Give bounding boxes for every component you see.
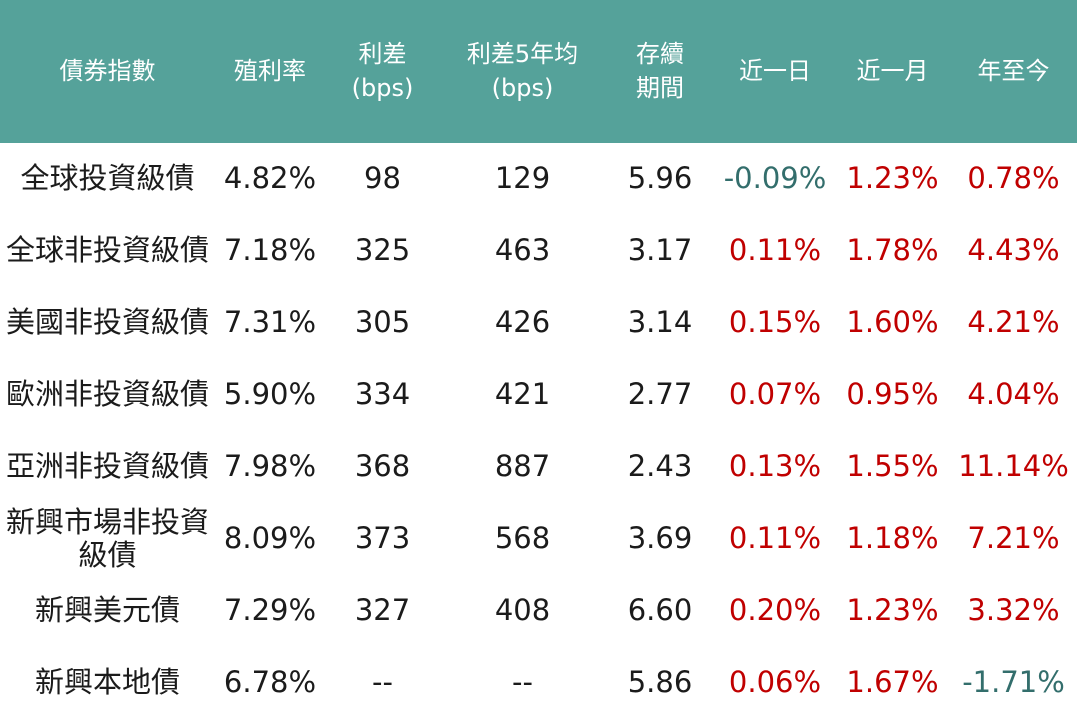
- duration-cell: 3.17: [627, 233, 693, 268]
- ytd-change-cell: 3.32%: [967, 593, 1060, 628]
- yield-cell: 6.78%: [223, 665, 317, 700]
- header-row: 債券指數 殖利率 利差 (bps) 利差5年均 (bps) 存續 期間 近一日: [0, 0, 1077, 143]
- month-change-cell: 1.18%: [846, 521, 939, 556]
- spread-cell: 98: [364, 161, 401, 196]
- bond-index-name: 新興美元債: [34, 593, 180, 628]
- col-header-1day: 近一日: [715, 0, 835, 143]
- duration-cell: 5.96: [627, 161, 693, 196]
- month-change-cell: 1.67%: [846, 665, 939, 700]
- table-body: 全球投資級債 4.82% 98 129 5.96 -0.09% 1.23% 0.…: [0, 143, 1077, 719]
- month-change-cell: 1.78%: [846, 233, 939, 268]
- duration-cell: 5.86: [627, 665, 693, 700]
- day-change-cell: -0.09%: [723, 161, 827, 196]
- spread-5y-cell: 887: [494, 449, 551, 484]
- spread-5y-cell: 408: [494, 593, 551, 628]
- day-change-cell: 0.11%: [728, 233, 822, 268]
- bond-index-name: 新興本地債: [34, 665, 180, 700]
- day-change-cell: 0.07%: [728, 377, 822, 412]
- month-change-cell: 1.23%: [846, 593, 939, 628]
- header-label: 殖利率: [234, 56, 306, 85]
- yield-cell: 7.98%: [223, 449, 317, 484]
- spread-cell: 325: [354, 233, 411, 268]
- day-change-cell: 0.13%: [728, 449, 822, 484]
- table-row: 亞洲非投資級債 7.98% 368 887 2.43 0.13% 1.55% 1…: [0, 431, 1077, 503]
- bond-index-name: 亞洲非投資級債: [5, 449, 209, 484]
- header-label: 利差5年均: [466, 39, 579, 68]
- ytd-change-cell: 4.21%: [967, 305, 1060, 340]
- table-row: 新興市場非投資級債 8.09% 373 568 3.69 0.11% 1.18%…: [0, 503, 1077, 575]
- bond-index-name: 新興市場非投資級債: [5, 504, 209, 572]
- yield-cell: 7.18%: [223, 233, 317, 268]
- col-header-spread-5y-avg: 利差5年均 (bps): [440, 0, 605, 143]
- yield-cell: 5.90%: [223, 377, 317, 412]
- header-sublabel: 期間: [636, 73, 684, 102]
- ytd-change-cell: 0.78%: [967, 161, 1060, 196]
- table-row: 美國非投資級債 7.31% 305 426 3.14 0.15% 1.60% 4…: [0, 287, 1077, 359]
- day-change-cell: 0.15%: [728, 305, 822, 340]
- col-header-bond-index: 債券指數: [0, 0, 215, 143]
- header-sublabel: (bps): [351, 73, 414, 102]
- col-header-duration: 存續 期間: [605, 0, 715, 143]
- month-change-cell: 1.55%: [846, 449, 939, 484]
- header-label: 存續: [636, 39, 684, 68]
- spread-cell: 305: [354, 305, 411, 340]
- duration-cell: 3.69: [627, 521, 693, 556]
- month-change-cell: 0.95%: [846, 377, 939, 412]
- spread-5y-cell: 129: [494, 161, 551, 196]
- ytd-change-cell: 4.04%: [967, 377, 1060, 412]
- header-label: 利差: [358, 39, 407, 68]
- spread-cell: 334: [354, 377, 411, 412]
- col-header-ytd: 年至今: [950, 0, 1077, 143]
- table-header: 債券指數 殖利率 利差 (bps) 利差5年均 (bps) 存續 期間 近一日: [0, 0, 1077, 143]
- spread-cell: 368: [354, 449, 411, 484]
- yield-cell: 8.09%: [223, 521, 317, 556]
- bond-index-name: 美國非投資級債: [5, 305, 209, 340]
- spread-5y-cell: 463: [494, 233, 551, 268]
- spread-5y-cell: 426: [494, 305, 551, 340]
- col-header-yield: 殖利率: [215, 0, 325, 143]
- table-row: 新興本地債 6.78% -- -- 5.86 0.06% 1.67% -1.71…: [0, 647, 1077, 719]
- spread-5y-cell: --: [512, 665, 533, 700]
- yield-cell: 7.31%: [223, 305, 317, 340]
- ytd-change-cell: 11.14%: [958, 449, 1069, 484]
- table-row: 歐洲非投資級債 5.90% 334 421 2.77 0.07% 0.95% 4…: [0, 359, 1077, 431]
- month-change-cell: 1.23%: [846, 161, 939, 196]
- day-change-cell: 0.20%: [728, 593, 822, 628]
- spread-cell: 327: [354, 593, 411, 628]
- header-label: 近一月: [856, 56, 929, 85]
- header-label: 年至今: [977, 56, 1050, 85]
- table-row: 全球投資級債 4.82% 98 129 5.96 -0.09% 1.23% 0.…: [0, 143, 1077, 215]
- yield-cell: 7.29%: [223, 593, 317, 628]
- bond-index-name: 全球投資級債: [20, 161, 195, 196]
- header-label: 債券指數: [59, 56, 156, 85]
- ytd-change-cell: 7.21%: [967, 521, 1060, 556]
- ytd-change-cell: 4.43%: [967, 233, 1060, 268]
- col-header-1month: 近一月: [835, 0, 950, 143]
- bond-index-name: 歐洲非投資級債: [5, 377, 209, 412]
- yield-cell: 4.82%: [223, 161, 317, 196]
- bond-index-name: 全球非投資級債: [5, 233, 209, 268]
- duration-cell: 3.14: [627, 305, 693, 340]
- spread-5y-cell: 568: [494, 521, 551, 556]
- duration-cell: 6.60: [627, 593, 693, 628]
- ytd-change-cell: -1.71%: [962, 665, 1065, 700]
- day-change-cell: 0.06%: [728, 665, 822, 700]
- table-row: 全球非投資級債 7.18% 325 463 3.17 0.11% 1.78% 4…: [0, 215, 1077, 287]
- header-sublabel: (bps): [491, 73, 554, 102]
- table-row: 新興美元債 7.29% 327 408 6.60 0.20% 1.23% 3.3…: [0, 575, 1077, 647]
- spread-cell: 373: [354, 521, 411, 556]
- col-header-spread: 利差 (bps): [325, 0, 440, 143]
- spread-cell: --: [372, 665, 393, 700]
- duration-cell: 2.77: [627, 377, 693, 412]
- duration-cell: 2.43: [627, 449, 693, 484]
- month-change-cell: 1.60%: [846, 305, 939, 340]
- day-change-cell: 0.11%: [728, 521, 822, 556]
- header-label: 近一日: [739, 56, 811, 85]
- spread-5y-cell: 421: [494, 377, 551, 412]
